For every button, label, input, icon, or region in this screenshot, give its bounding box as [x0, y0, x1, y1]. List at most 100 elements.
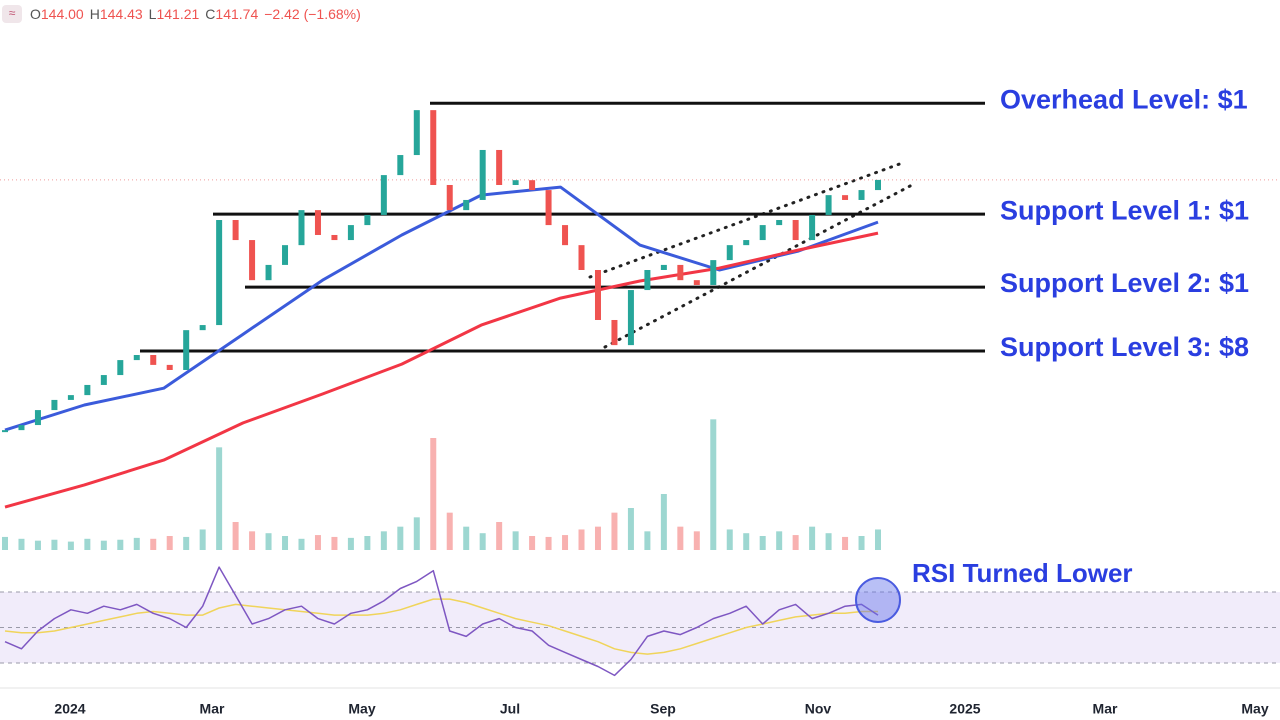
- x-tick-label: May: [1241, 701, 1268, 717]
- candle: [397, 155, 404, 176]
- level-label: Support Level 2: $1: [1000, 268, 1249, 298]
- volume-bar: [809, 526, 816, 550]
- rsi-annotation: RSI Turned Lower: [912, 558, 1133, 588]
- candle: [364, 214, 371, 226]
- candle: [726, 245, 733, 261]
- ohlc-key: O: [30, 6, 41, 22]
- volume-bar: [314, 535, 321, 550]
- volume-bar: [578, 529, 585, 550]
- volume-bar: [34, 540, 41, 550]
- volume-bar: [463, 526, 470, 550]
- volume-bar: [677, 526, 684, 550]
- candle: [331, 234, 338, 241]
- volume-bar: [776, 531, 783, 550]
- candle: [578, 245, 585, 270]
- volume-bar: [183, 536, 190, 550]
- volume-bar: [693, 531, 700, 550]
- volume-bar: [18, 538, 25, 550]
- candle: [627, 290, 634, 346]
- volume-bar: [51, 539, 58, 550]
- candle: [430, 110, 437, 185]
- x-tick-label: 2025: [949, 701, 980, 717]
- volume-bar: [496, 522, 503, 550]
- volume-bar: [842, 536, 849, 550]
- symbol-icon-glyph: ≈: [9, 6, 16, 20]
- volume-bar: [430, 438, 437, 550]
- volume-bar: [232, 522, 239, 550]
- candle: [100, 375, 107, 385]
- candle: [693, 280, 700, 285]
- candle: [562, 225, 569, 246]
- candle: [380, 175, 387, 215]
- volume-bar: [594, 526, 601, 550]
- candle: [232, 220, 239, 241]
- volume-bar: [117, 539, 124, 550]
- candle: [825, 195, 832, 215]
- candle: [529, 180, 536, 191]
- candle: [759, 225, 766, 241]
- volume-bar: [166, 536, 173, 550]
- level-label: Support Level 3: $8: [1000, 332, 1249, 362]
- rsi-highlight: [855, 577, 901, 623]
- volume-bar: [100, 540, 107, 550]
- moving-average: [4, 231, 879, 509]
- volume-bar: [446, 512, 453, 550]
- candle: [479, 149, 486, 200]
- volume-bar: [726, 529, 733, 550]
- volume-bar: [512, 531, 519, 550]
- candle: [875, 179, 881, 191]
- candle: [298, 210, 305, 246]
- volume-bar: [562, 535, 569, 550]
- candle: [18, 425, 25, 431]
- x-tick-label: Sep: [650, 701, 676, 717]
- candle: [545, 190, 552, 226]
- candle: [413, 110, 420, 156]
- candle: [743, 240, 750, 246]
- candle: [463, 199, 470, 211]
- ohlc-header: O144.00 H144.43 L141.21 C141.74 −2.42 (−1.68…: [30, 6, 361, 22]
- candle: [183, 330, 190, 370]
- candle: [249, 240, 256, 281]
- volume-bar: [380, 531, 387, 550]
- volume-bar: [710, 419, 717, 550]
- candle: [84, 384, 91, 396]
- candle: [858, 190, 865, 200]
- candle: [611, 319, 618, 346]
- volume-bar: [858, 536, 865, 550]
- volume-bar: [2, 536, 8, 550]
- channel-lower: [603, 183, 914, 349]
- volume-bar: [759, 536, 766, 550]
- volume-bar: [825, 533, 832, 550]
- candle: [51, 399, 58, 411]
- ohlc-key: C: [205, 6, 215, 22]
- volume-bar: [792, 535, 799, 550]
- volume-bar: [743, 533, 750, 550]
- volume-bar: [660, 494, 667, 550]
- candle: [150, 355, 157, 365]
- volume-bar: [249, 531, 256, 550]
- x-tick-label: May: [348, 701, 375, 717]
- volume-bar: [133, 537, 140, 550]
- channel-upper: [588, 160, 907, 279]
- volume-bar: [644, 531, 651, 550]
- x-tick-label: Jul: [500, 701, 520, 717]
- volume-bar: [479, 533, 486, 550]
- volume-bar: [627, 508, 634, 550]
- candle: [644, 270, 651, 291]
- candle: [199, 325, 206, 331]
- candle: [34, 410, 41, 426]
- ohlc-change: −2.42 (−1.68%): [264, 6, 361, 22]
- level-label: Overhead Level: $1: [1000, 84, 1248, 114]
- candle: [117, 360, 124, 376]
- candle: [842, 195, 849, 200]
- symbol-icon: [2, 5, 22, 23]
- volume-bar: [529, 536, 536, 550]
- candle: [265, 264, 272, 281]
- candle: [67, 395, 74, 400]
- candle: [133, 355, 140, 361]
- candle: [594, 270, 601, 320]
- rsi-line: [4, 566, 879, 677]
- level-label: Support Level 1: $1: [1000, 195, 1249, 225]
